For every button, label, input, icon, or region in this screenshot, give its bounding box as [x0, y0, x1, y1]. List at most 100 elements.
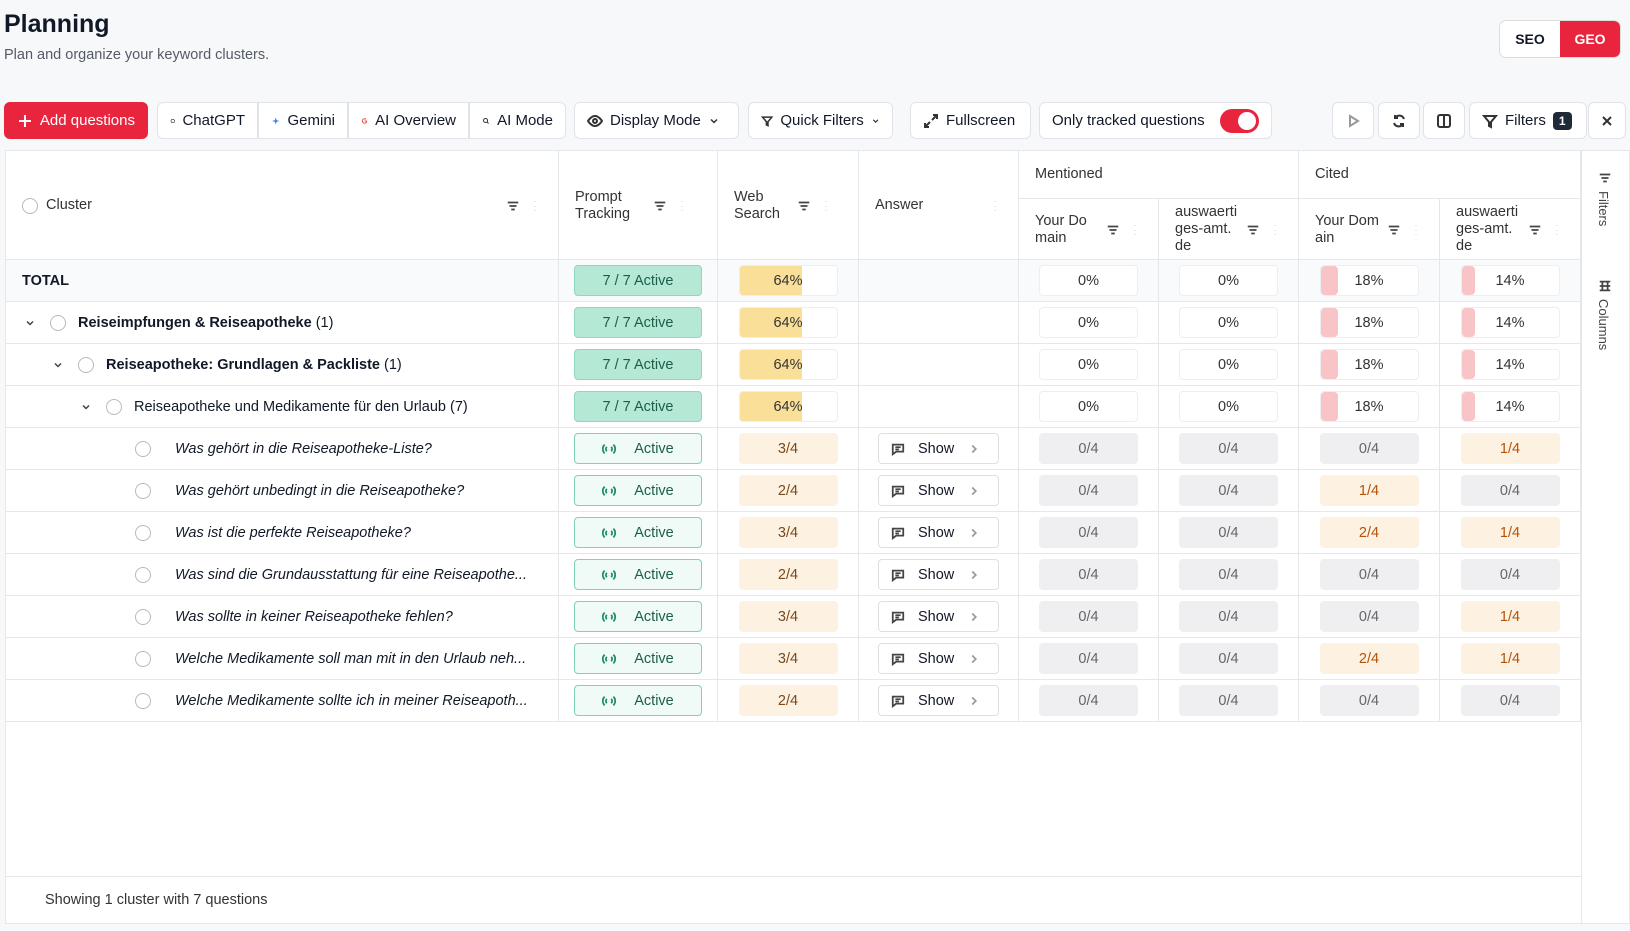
ratio-pill: 1/4	[1460, 643, 1560, 674]
tracking-pill[interactable]: Active	[574, 643, 702, 674]
tracking-label: Active	[634, 566, 674, 583]
engine-button[interactable]: ChatGPT	[157, 102, 258, 139]
show-answer-button[interactable]: Show	[878, 475, 999, 506]
show-answer-button[interactable]: Show	[878, 685, 999, 716]
cluster-name: Reiseapotheke: Grundlagen & Packliste	[106, 356, 380, 373]
layout-button[interactable]	[1423, 102, 1465, 139]
answer-cell	[859, 344, 1019, 385]
quick-filters-button[interactable]: Quick Filters	[748, 102, 893, 139]
ratio-pill: 2/4	[738, 475, 838, 506]
tracking-pill[interactable]: Active	[574, 685, 702, 716]
side-tab[interactable]: Columns	[1596, 299, 1611, 351]
column-menu-icon	[1550, 223, 1564, 237]
percent-label: 0%	[1078, 356, 1099, 373]
fullscreen-button[interactable]: Fullscreen	[910, 102, 1031, 139]
web-search-cell: 2/4	[718, 470, 859, 511]
filters-button[interactable]: Filters 1	[1469, 102, 1587, 139]
checkbox[interactable]	[135, 608, 151, 625]
show-label: Show	[918, 650, 955, 667]
checkbox[interactable]	[135, 440, 151, 457]
web-search-cell: 3/4	[718, 428, 859, 469]
ratio-pill: 0/4	[1319, 433, 1419, 464]
percent-fill	[1461, 392, 1476, 421]
mode-option[interactable]: SEO	[1515, 31, 1545, 47]
ratio-pill: 3/4	[738, 643, 838, 674]
filter-count-badge: 1	[1552, 111, 1572, 130]
checkbox[interactable]	[135, 482, 151, 499]
checkbox[interactable]	[135, 692, 151, 709]
percent-pill: 0%	[1179, 265, 1278, 296]
metric-cell: 0/4	[1159, 554, 1299, 595]
tracking-cell: Active	[559, 470, 718, 511]
column-label: Answer	[875, 197, 924, 213]
tracked-toggle[interactable]: Only tracked questions	[1039, 102, 1272, 139]
cluster-count: (7)	[449, 398, 468, 415]
add-questions-button[interactable]: Add questions	[4, 102, 148, 139]
question-text: Was sind die Grundausstattung für eine R…	[175, 566, 527, 583]
tracking-pill[interactable]: Active	[574, 433, 702, 464]
percent-fill	[1320, 266, 1338, 295]
total-label: TOTAL	[22, 272, 69, 289]
metric-cell: 0/4	[1299, 554, 1440, 595]
close-button[interactable]	[1588, 102, 1626, 139]
column-label: auswaertiges-amt.de	[1456, 204, 1519, 254]
percent-fill	[1461, 350, 1476, 379]
ratio-pill: 0/4	[1039, 433, 1138, 464]
percent-label: 0%	[1218, 356, 1239, 373]
percent-pill: 0%	[1179, 307, 1278, 338]
cluster-name: Reiseimpfungen & Reiseapotheke	[78, 314, 312, 331]
side-tab[interactable]: Filters	[1596, 191, 1611, 227]
checkbox[interactable]	[135, 566, 151, 583]
run-button[interactable]	[1332, 102, 1374, 139]
engine-button[interactable]: AI Overview	[348, 102, 469, 139]
show-chevron	[967, 694, 981, 708]
cluster-name-wrap: Reiseapotheke: Grundlagen & Packliste (1…	[106, 357, 402, 373]
show-answer-button[interactable]: Show	[878, 517, 999, 548]
metric-cell: 1/4	[1440, 428, 1581, 469]
web-search-cell: 64%	[718, 260, 859, 301]
tracking-pill[interactable]: Active	[574, 559, 702, 590]
ratio-pill: 0/4	[1179, 685, 1278, 716]
checkbox[interactable]	[78, 356, 94, 373]
metric-cell: 0/4	[1440, 554, 1581, 595]
ratio-pill: 0/4	[1039, 601, 1138, 632]
metric-cell: 0%	[1159, 386, 1299, 427]
expand-chevron	[52, 359, 64, 371]
tracking-label: Active	[634, 440, 674, 457]
show-answer-button[interactable]: Show	[878, 601, 999, 632]
checkbox[interactable]	[50, 314, 66, 331]
tracking-icon	[602, 484, 617, 498]
engine-button[interactable]: Gemini	[258, 102, 348, 139]
ratio-pill: 0/4	[1039, 643, 1138, 674]
metric-cell: 0/4	[1019, 428, 1159, 469]
tracking-pill[interactable]: Active	[574, 517, 702, 548]
display-mode-button[interactable]: Display Mode	[574, 102, 739, 139]
tracking-icon	[602, 610, 617, 624]
ratio-pill: 1/4	[1460, 517, 1560, 548]
checkbox[interactable]	[22, 197, 38, 214]
question-row: Was sind die Grundausstattung für eine R…	[6, 554, 1581, 596]
checkbox[interactable]	[106, 398, 122, 415]
refresh-button[interactable]	[1378, 102, 1420, 139]
toggle-switch[interactable]	[1219, 108, 1259, 133]
checkbox[interactable]	[135, 524, 151, 541]
percent-label: 64%	[773, 314, 803, 331]
column-header: auswaertiges-amt.de	[1159, 199, 1299, 260]
show-answer-button[interactable]: Show	[878, 559, 999, 590]
web-search-cell: 64%	[718, 344, 859, 385]
show-answer-button[interactable]: Show	[878, 433, 999, 464]
tracking-icon	[602, 442, 617, 456]
ratio-pill: 0/4	[1460, 685, 1560, 716]
show-answer-button[interactable]: Show	[878, 643, 999, 674]
checkbox[interactable]	[135, 650, 151, 667]
cluster-cell: TOTAL	[6, 260, 559, 301]
answer-cell: Show	[859, 554, 1019, 595]
tracking-pill[interactable]: Active	[574, 475, 702, 506]
answer-cell: Show	[859, 470, 1019, 511]
tracking-pill[interactable]: Active	[574, 601, 702, 632]
metric-cell: 0/4	[1159, 680, 1299, 721]
ratio-pill: 0/4	[1179, 475, 1278, 506]
mode-option[interactable]: GEO	[1560, 21, 1620, 57]
total-row: TOTAL 7 / 7 Active 64% 0% 0% 18% 14%	[6, 260, 1581, 302]
engine-button[interactable]: AI Mode	[469, 102, 566, 139]
